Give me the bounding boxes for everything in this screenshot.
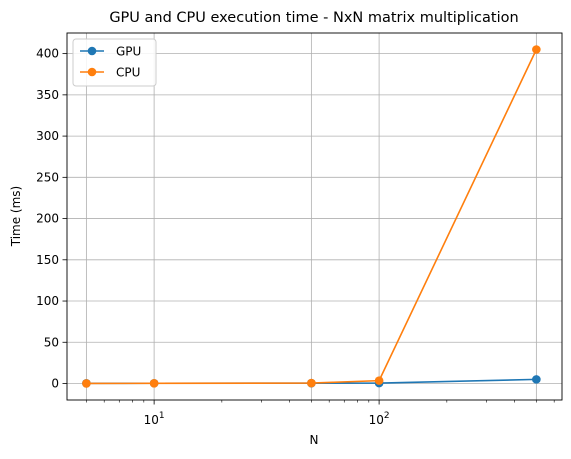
- legend-marker: [87, 46, 97, 56]
- data-point: [307, 378, 316, 388]
- legend-label: CPU: [116, 66, 140, 80]
- grid: [67, 33, 562, 400]
- series-layer: [82, 45, 541, 388]
- y-tick-label: 300: [36, 129, 59, 143]
- data-point: [532, 375, 541, 384]
- data-point: [374, 376, 384, 385]
- x-tick-label: 102: [369, 411, 390, 427]
- y-tick-label: 50: [44, 335, 59, 349]
- data-point: [532, 45, 541, 54]
- y-tick-label: 350: [36, 88, 59, 102]
- series-cpu: [82, 45, 541, 388]
- data-point: [82, 379, 91, 388]
- legend-label: GPU: [116, 45, 141, 59]
- legend-box: [72, 38, 157, 87]
- y-tick-label: 400: [36, 47, 59, 61]
- y-axis-label: Time (ms): [9, 186, 23, 248]
- y-tick-label: 250: [36, 170, 59, 184]
- data-point: [149, 379, 159, 388]
- ticks: 101 102 0 50 100 150 200 250 300 350 400: [36, 47, 555, 427]
- chart-title: GPU and CPU execution time - NxN matrix …: [109, 10, 518, 26]
- x-axis-label: N: [310, 433, 319, 447]
- legend-marker: [87, 67, 97, 77]
- plot-frame: [66, 32, 563, 401]
- y-tick-label: 0: [51, 377, 59, 391]
- x-tick-label: 101: [144, 411, 165, 427]
- y-tick-label: 100: [36, 294, 59, 308]
- y-tick-label: 200: [36, 212, 59, 226]
- y-tick-label: 150: [36, 253, 59, 267]
- legend: GPU CPU: [72, 38, 157, 87]
